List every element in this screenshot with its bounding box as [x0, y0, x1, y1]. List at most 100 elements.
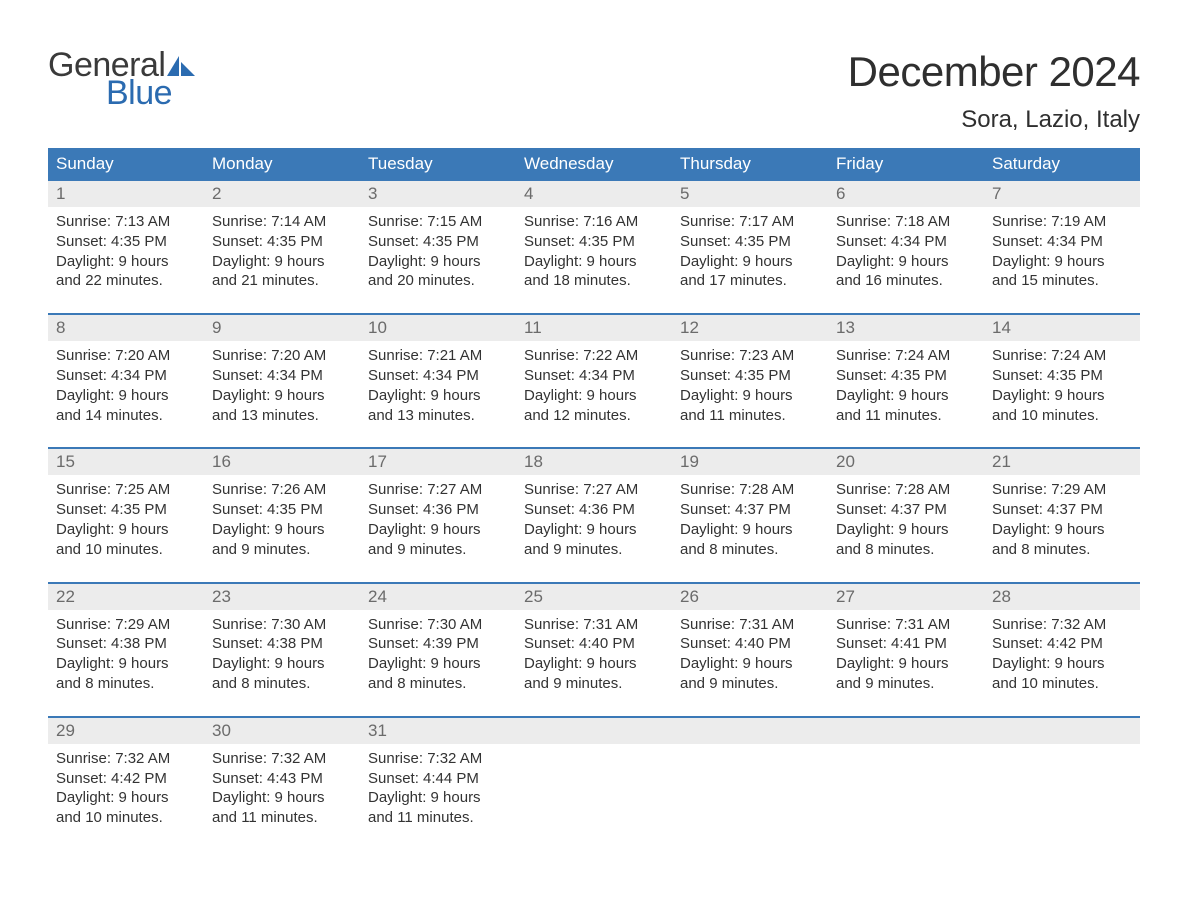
sunrise-line: Sunrise: 7:30 AM — [368, 615, 508, 635]
sunrise-line: Sunrise: 7:13 AM — [56, 212, 196, 232]
sunset-line: Sunset: 4:37 PM — [836, 500, 976, 520]
day-number: 29 — [56, 721, 75, 740]
day-body: Sunrise: 7:13 AMSunset: 4:35 PMDaylight:… — [48, 207, 204, 295]
sunrise-line: Sunrise: 7:16 AM — [524, 212, 664, 232]
sunrise-line: Sunrise: 7:29 AM — [992, 480, 1132, 500]
daylight-line: Daylight: 9 hours and 8 minutes. — [680, 520, 820, 560]
day-cell: 16Sunrise: 7:26 AMSunset: 4:35 PMDayligh… — [204, 449, 360, 563]
day-number-bar: 11 — [516, 315, 672, 341]
daylight-line: Daylight: 9 hours and 9 minutes. — [836, 654, 976, 694]
day-number: 21 — [992, 452, 1011, 471]
day-number: 19 — [680, 452, 699, 471]
day-body: Sunrise: 7:15 AMSunset: 4:35 PMDaylight:… — [360, 207, 516, 295]
day-number-bar: 6 — [828, 181, 984, 207]
day-number-bar: 20 — [828, 449, 984, 475]
day-cell: 17Sunrise: 7:27 AMSunset: 4:36 PMDayligh… — [360, 449, 516, 563]
day-number: 2 — [212, 184, 221, 203]
day-cell: 14Sunrise: 7:24 AMSunset: 4:35 PMDayligh… — [984, 315, 1140, 429]
day-number: 3 — [368, 184, 377, 203]
sunrise-line: Sunrise: 7:31 AM — [680, 615, 820, 635]
page-header: General Blue December 2024 Sora, Lazio, … — [48, 48, 1140, 134]
brand-word-blue: Blue — [106, 76, 195, 110]
day-number-bar: 15 — [48, 449, 204, 475]
daylight-line: Daylight: 9 hours and 21 minutes. — [212, 252, 352, 292]
week-row: 15Sunrise: 7:25 AMSunset: 4:35 PMDayligh… — [48, 447, 1140, 563]
day-number: 23 — [212, 587, 231, 606]
day-cell: 12Sunrise: 7:23 AMSunset: 4:35 PMDayligh… — [672, 315, 828, 429]
sunset-line: Sunset: 4:43 PM — [212, 769, 352, 789]
day-cell: 6Sunrise: 7:18 AMSunset: 4:34 PMDaylight… — [828, 181, 984, 295]
month-title: December 2024 — [848, 48, 1140, 96]
sunrise-line: Sunrise: 7:26 AM — [212, 480, 352, 500]
day-number-bar: 25 — [516, 584, 672, 610]
sunrise-line: Sunrise: 7:32 AM — [368, 749, 508, 769]
day-number-bar: 27 — [828, 584, 984, 610]
brand-logo: General Blue — [48, 48, 195, 110]
sunrise-line: Sunrise: 7:20 AM — [56, 346, 196, 366]
daylight-line: Daylight: 9 hours and 9 minutes. — [680, 654, 820, 694]
day-number-bar: 12 — [672, 315, 828, 341]
sunset-line: Sunset: 4:35 PM — [524, 232, 664, 252]
sunset-line: Sunset: 4:35 PM — [680, 366, 820, 386]
day-body: Sunrise: 7:32 AMSunset: 4:43 PMDaylight:… — [204, 744, 360, 832]
day-number-bar: . — [828, 718, 984, 744]
sunset-line: Sunset: 4:41 PM — [836, 634, 976, 654]
daylight-line: Daylight: 9 hours and 17 minutes. — [680, 252, 820, 292]
day-number-bar: 1 — [48, 181, 204, 207]
weekday-header: Sunday — [48, 148, 204, 181]
sunset-line: Sunset: 4:39 PM — [368, 634, 508, 654]
day-number-bar: 19 — [672, 449, 828, 475]
daylight-line: Daylight: 9 hours and 15 minutes. — [992, 252, 1132, 292]
daylight-line: Daylight: 9 hours and 16 minutes. — [836, 252, 976, 292]
day-number: 18 — [524, 452, 543, 471]
sunset-line: Sunset: 4:35 PM — [368, 232, 508, 252]
sunrise-line: Sunrise: 7:32 AM — [56, 749, 196, 769]
daylight-line: Daylight: 9 hours and 10 minutes. — [992, 654, 1132, 694]
day-number-bar: 7 — [984, 181, 1140, 207]
day-body: Sunrise: 7:29 AMSunset: 4:38 PMDaylight:… — [48, 610, 204, 698]
empty-day-cell: . — [984, 718, 1140, 832]
day-cell: 13Sunrise: 7:24 AMSunset: 4:35 PMDayligh… — [828, 315, 984, 429]
day-number-bar: 4 — [516, 181, 672, 207]
day-number: 10 — [368, 318, 387, 337]
daylight-line: Daylight: 9 hours and 8 minutes. — [992, 520, 1132, 560]
day-body: Sunrise: 7:31 AMSunset: 4:41 PMDaylight:… — [828, 610, 984, 698]
sunset-line: Sunset: 4:34 PM — [56, 366, 196, 386]
day-body: Sunrise: 7:20 AMSunset: 4:34 PMDaylight:… — [48, 341, 204, 429]
sunset-line: Sunset: 4:38 PM — [212, 634, 352, 654]
daylight-line: Daylight: 9 hours and 11 minutes. — [368, 788, 508, 828]
sunset-line: Sunset: 4:36 PM — [368, 500, 508, 520]
day-number-bar: 28 — [984, 584, 1140, 610]
day-number-bar: 16 — [204, 449, 360, 475]
day-body: Sunrise: 7:21 AMSunset: 4:34 PMDaylight:… — [360, 341, 516, 429]
week-row: 1Sunrise: 7:13 AMSunset: 4:35 PMDaylight… — [48, 181, 1140, 295]
week-row: 29Sunrise: 7:32 AMSunset: 4:42 PMDayligh… — [48, 716, 1140, 832]
day-cell: 3 Sunrise: 7:15 AMSunset: 4:35 PMDaylight… — [360, 181, 516, 295]
sunset-line: Sunset: 4:36 PM — [524, 500, 664, 520]
daylight-line: Daylight: 9 hours and 8 minutes. — [212, 654, 352, 694]
daylight-line: Daylight: 9 hours and 9 minutes. — [368, 520, 508, 560]
sunset-line: Sunset: 4:34 PM — [836, 232, 976, 252]
weekday-header: Wednesday — [516, 148, 672, 181]
day-number: 12 — [680, 318, 699, 337]
empty-day-cell: . — [516, 718, 672, 832]
daylight-line: Daylight: 9 hours and 22 minutes. — [56, 252, 196, 292]
sunrise-line: Sunrise: 7:28 AM — [836, 480, 976, 500]
daylight-line: Daylight: 9 hours and 10 minutes. — [992, 386, 1132, 426]
day-number: 27 — [836, 587, 855, 606]
day-body: Sunrise: 7:19 AMSunset: 4:34 PMDaylight:… — [984, 207, 1140, 295]
daylight-line: Daylight: 9 hours and 10 minutes. — [56, 520, 196, 560]
daylight-line: Daylight: 9 hours and 20 minutes. — [368, 252, 508, 292]
day-cell: 19Sunrise: 7:28 AMSunset: 4:37 PMDayligh… — [672, 449, 828, 563]
sunrise-line: Sunrise: 7:14 AM — [212, 212, 352, 232]
sunrise-line: Sunrise: 7:22 AM — [524, 346, 664, 366]
week-row: 8Sunrise: 7:20 AMSunset: 4:34 PMDaylight… — [48, 313, 1140, 429]
sunset-line: Sunset: 4:35 PM — [212, 500, 352, 520]
sunrise-line: Sunrise: 7:24 AM — [836, 346, 976, 366]
sunset-line: Sunset: 4:34 PM — [368, 366, 508, 386]
day-body: Sunrise: 7:30 AMSunset: 4:39 PMDaylight:… — [360, 610, 516, 698]
day-number-bar: 17 — [360, 449, 516, 475]
daylight-line: Daylight: 9 hours and 11 minutes. — [836, 386, 976, 426]
sunrise-line: Sunrise: 7:31 AM — [524, 615, 664, 635]
day-body: Sunrise: 7:25 AMSunset: 4:35 PMDaylight:… — [48, 475, 204, 563]
